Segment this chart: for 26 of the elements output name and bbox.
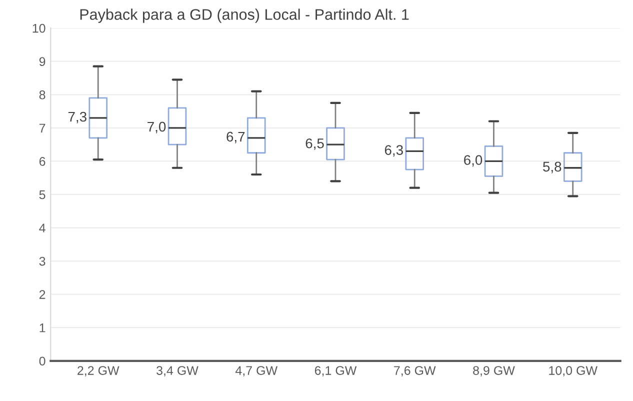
y-tick-label: 7 bbox=[39, 124, 46, 132]
y-tick-label: 6 bbox=[39, 157, 46, 166]
text: 6,0 bbox=[464, 155, 482, 167]
text: 7,0 bbox=[148, 122, 166, 134]
text: 6,7 bbox=[226, 132, 245, 144]
y-tick-label: 2 bbox=[39, 290, 46, 299]
y-tick-label: 4 bbox=[39, 224, 46, 232]
x-tick-label: 10,0 GW bbox=[549, 366, 598, 376]
x-tick-label: 6,1 GW bbox=[314, 366, 357, 376]
text: 5,8 bbox=[543, 162, 562, 174]
text: 6,5 bbox=[306, 138, 324, 150]
text: 6,3 bbox=[384, 145, 403, 157]
text: 7,3 bbox=[68, 112, 86, 124]
x-tick-label: 8,9 GW bbox=[473, 366, 515, 376]
chart-title: Payback para a GD (anos) Local - Partindo Alt. 1 bbox=[80, 8, 409, 23]
x-tick-label: 4,7 GW bbox=[235, 366, 278, 376]
x-tick-label: 3,4 GW bbox=[156, 366, 198, 376]
y-tick-label: 3 bbox=[39, 256, 46, 266]
y-tick-label: 5 bbox=[39, 190, 46, 200]
y-tick-label: 0 bbox=[39, 356, 46, 366]
y-tick-label: 9 bbox=[39, 57, 46, 66]
y-tick-label: 8 bbox=[39, 90, 46, 100]
y-tick-label: 10 bbox=[32, 24, 46, 33]
x-tick-label: 2,2 GW bbox=[78, 366, 120, 376]
y-tick-label: 1 bbox=[40, 324, 46, 332]
x-tick-label: 7,6 GW bbox=[394, 366, 436, 376]
